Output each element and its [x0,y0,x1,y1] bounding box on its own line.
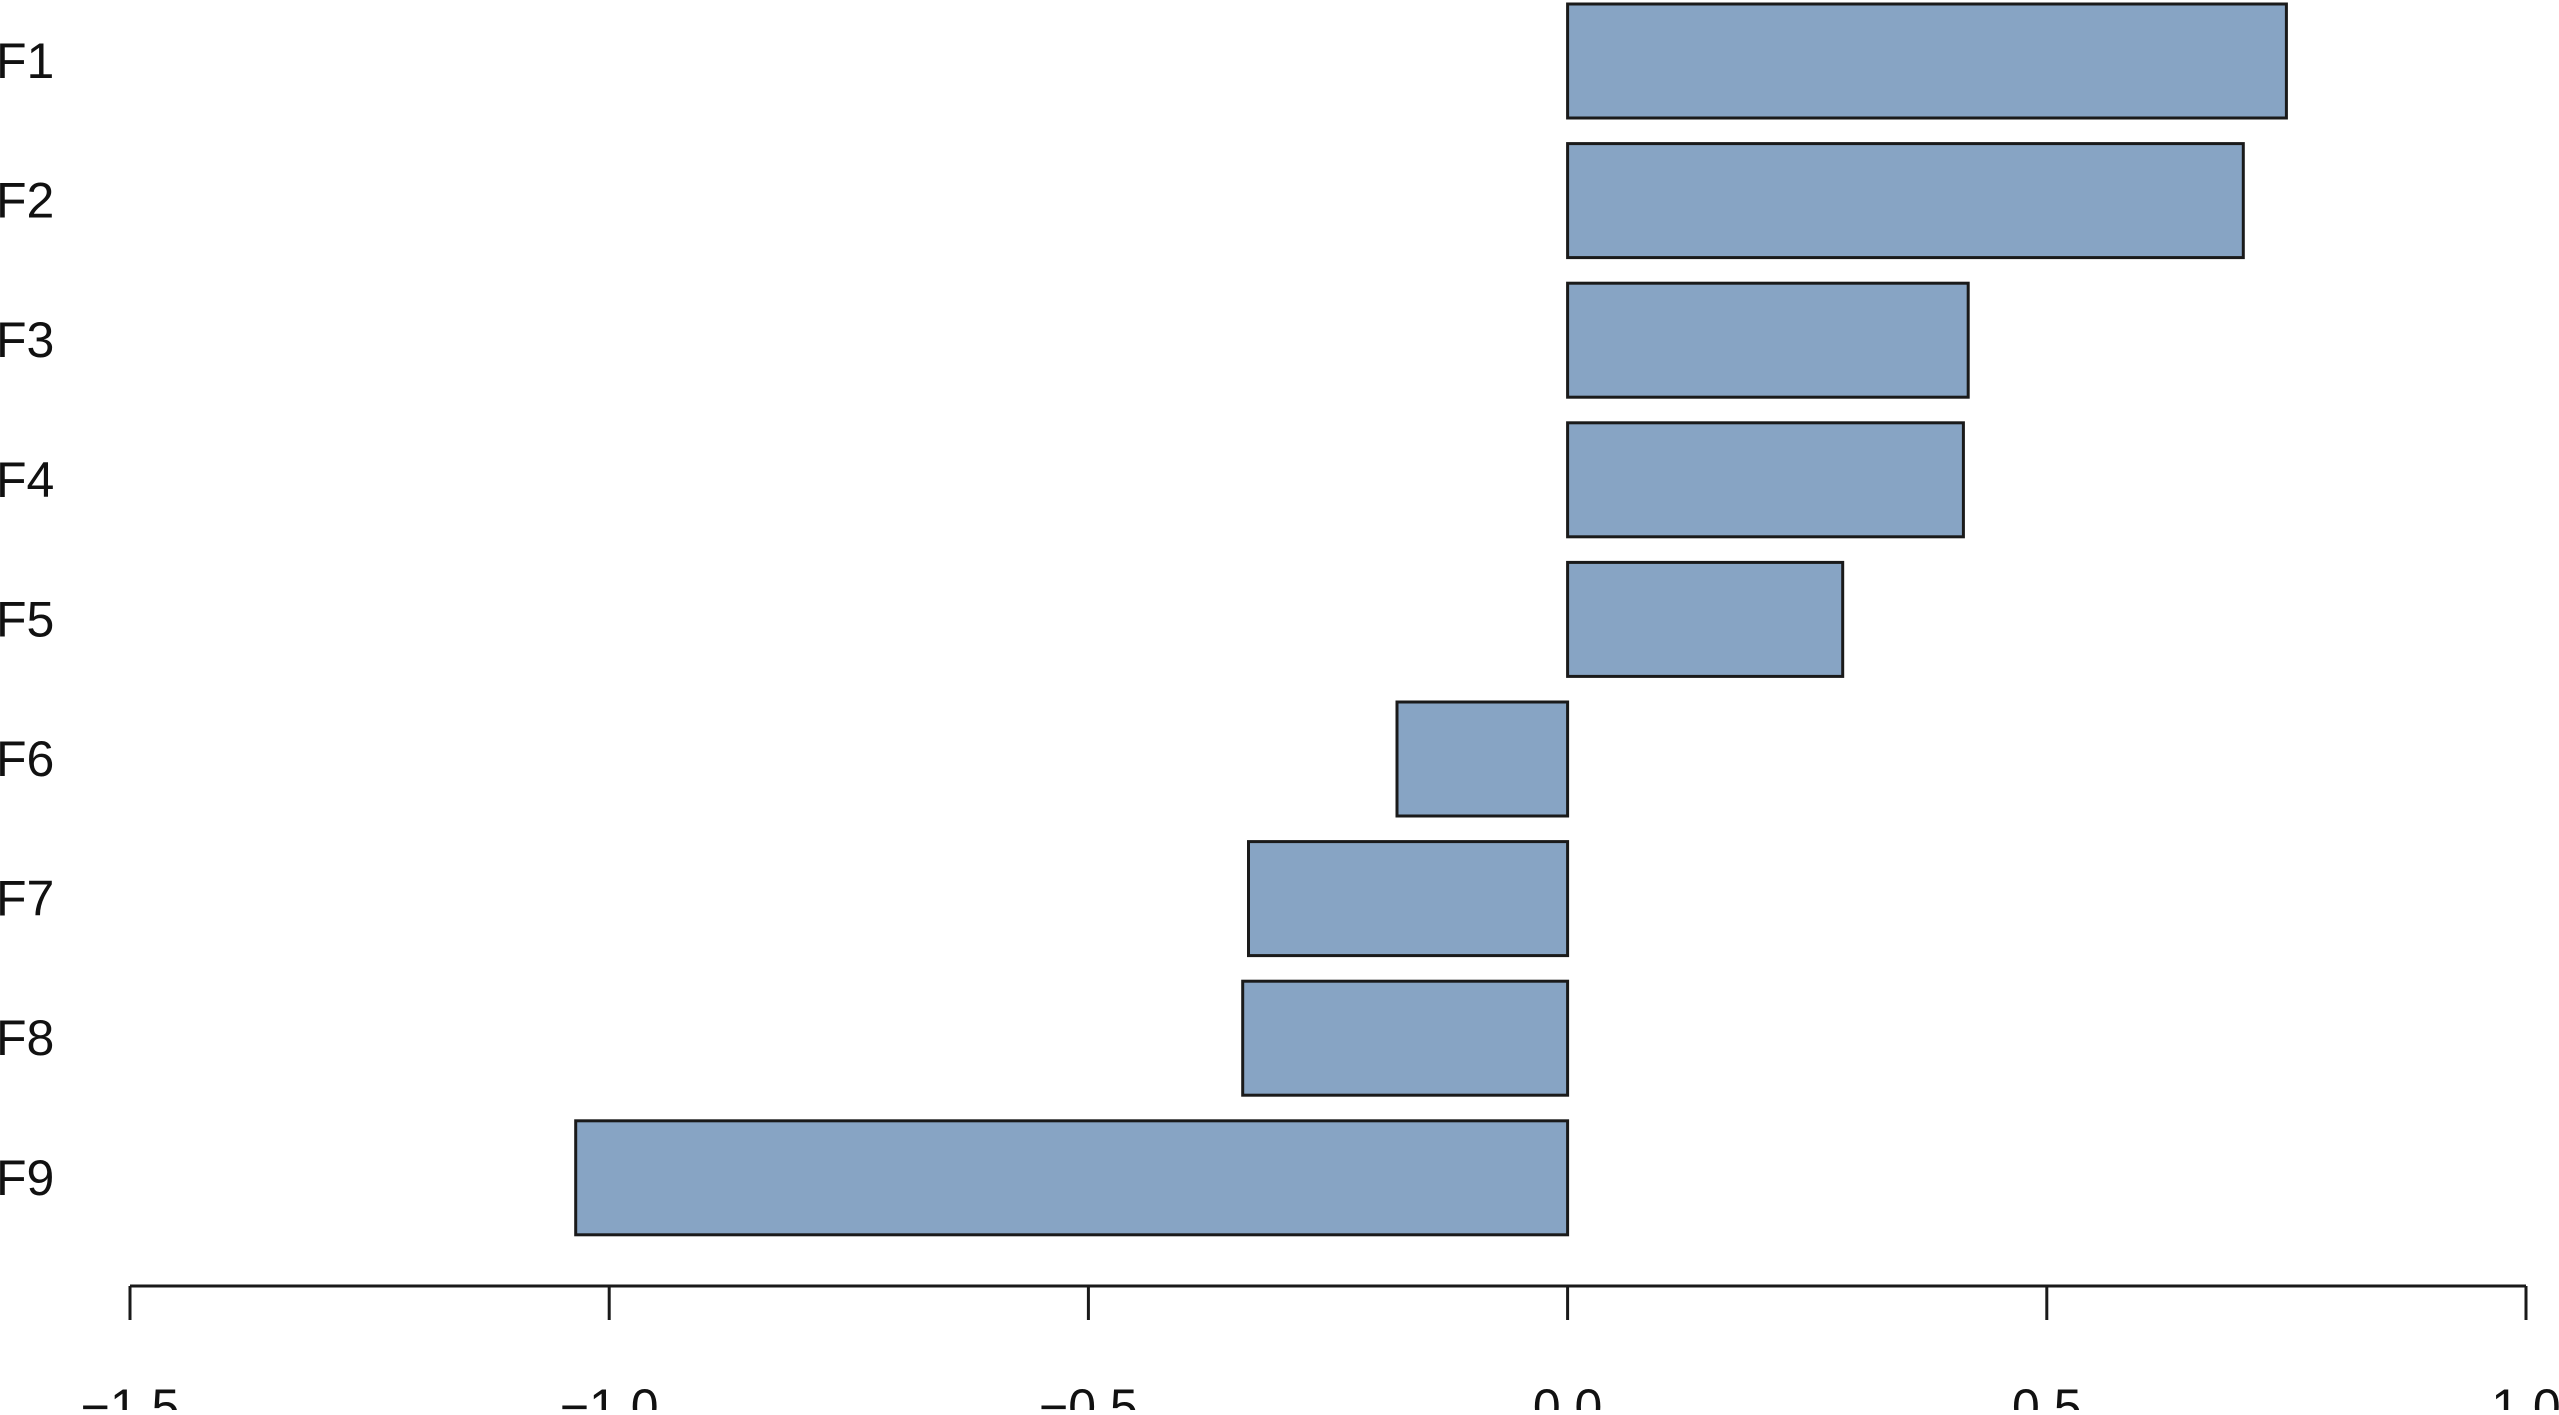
x-axis: −1.5 −1.0 −0.5 0.0 0.5 1.0 [81,1284,2559,1415]
bars-group [574,2,2288,1237]
x-tick-label: −1.5 [81,1379,180,1410]
x-tick-label: −1.0 [560,1379,659,1410]
x-tick-label: −0.5 [1039,1379,1138,1410]
category-label-f1: F1 [0,33,54,89]
bar-f1 [1566,2,2288,120]
category-labels-group: F1 F2 F3 F4 F5 F6 F7 F8 F9 [0,33,54,1206]
category-label-f3: F3 [0,312,54,368]
category-label-f5: F5 [0,591,54,647]
category-label-f9: F9 [0,1150,54,1206]
x-tick-label: 0.0 [1533,1379,1603,1410]
bar-f7 [1247,840,1570,958]
bar-f8 [1241,979,1570,1097]
x-tick-label: 1.0 [2491,1379,2559,1410]
category-label-f8: F8 [0,1010,54,1066]
category-label-f4: F4 [0,452,54,508]
bar-f5 [1566,560,1845,678]
category-label-f7: F7 [0,871,54,927]
category-label-f2: F2 [0,173,54,229]
bar-f3 [1566,281,1970,399]
bar-f2 [1566,142,2245,260]
category-label-f6: F6 [0,731,54,787]
x-tick-label: 0.5 [2012,1379,2082,1410]
bar-f4 [1566,421,1965,539]
bar-f9 [574,1119,1570,1237]
bar-f6 [1395,700,1570,818]
